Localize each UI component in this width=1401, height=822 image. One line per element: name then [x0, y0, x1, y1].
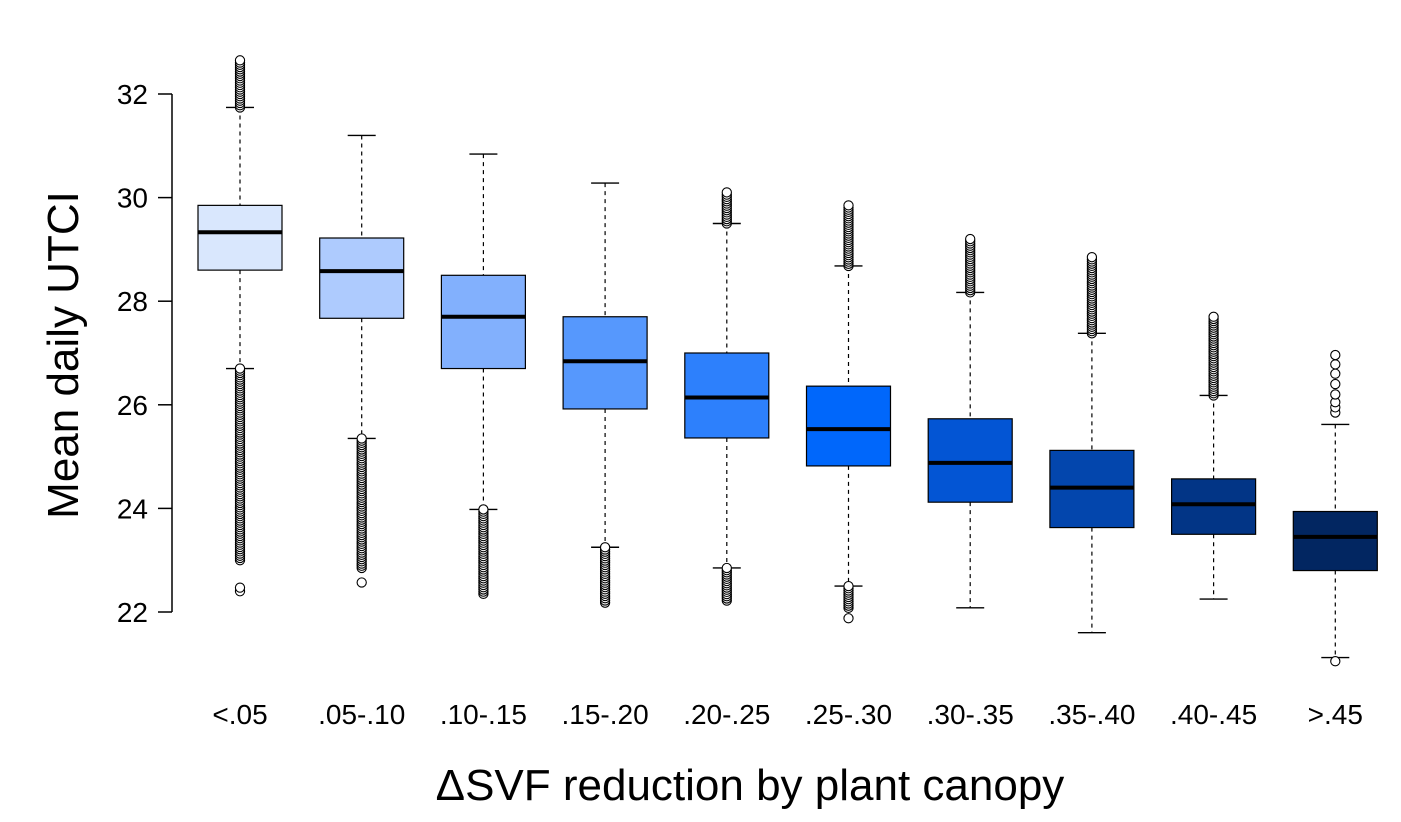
box-group — [562, 182, 648, 608]
y-tick-label: 24 — [117, 493, 148, 524]
box-group — [440, 153, 526, 600]
outliers — [843, 200, 854, 624]
iqr-box — [440, 274, 526, 370]
x-category-label: .25-.30 — [805, 699, 892, 730]
outliers — [599, 542, 611, 608]
outliers — [965, 233, 976, 298]
outliers — [1208, 311, 1219, 401]
outliers — [356, 433, 367, 588]
outliers — [1086, 252, 1098, 339]
box-group — [1170, 311, 1257, 600]
box-group — [684, 187, 770, 606]
iqr-box — [197, 204, 283, 271]
x-category-label: .30-.35 — [927, 699, 1014, 730]
iqr-box — [805, 385, 892, 467]
y-axis: 22 24 26 28 30 32 — [117, 79, 173, 628]
outliers — [1330, 349, 1341, 667]
outlier-point — [1086, 252, 1098, 263]
outlier-point — [721, 562, 732, 574]
x-category-label: .40-.45 — [1170, 699, 1257, 730]
outliers — [478, 504, 489, 600]
iqr-box — [1170, 478, 1257, 535]
x-category-label: .10-.15 — [440, 699, 527, 730]
box-group — [197, 55, 283, 597]
y-axis-title: Mean daily UTCI — [39, 191, 88, 519]
box-group — [1292, 349, 1378, 667]
outlier-point — [1330, 656, 1341, 667]
x-axis-labels: <.05 .05-.10 .10-.15 .15-.20 .20-.25 .25-.30.… — [212, 699, 1363, 730]
box-group — [319, 134, 405, 588]
outlier-point — [356, 433, 367, 444]
outlier-point — [721, 187, 732, 198]
box-group — [1049, 252, 1135, 634]
y-tick-label: 26 — [117, 390, 148, 421]
outlier-point — [234, 582, 246, 593]
outlier-point — [478, 504, 489, 515]
outlier-point — [1330, 368, 1341, 379]
boxes — [197, 55, 1378, 667]
x-category-label: <.05 — [212, 699, 267, 730]
x-category-label: .05-.10 — [318, 699, 405, 730]
x-category-label: .20-.25 — [683, 699, 770, 730]
iqr-box — [684, 352, 770, 439]
outliers — [234, 55, 246, 597]
outlier-point — [1208, 311, 1219, 322]
iqr-box — [927, 418, 1013, 503]
outlier-point — [234, 363, 246, 374]
x-axis-title: ΔSVF reduction by plant canopy — [436, 761, 1065, 810]
outlier-point — [843, 580, 854, 592]
x-category-label: .35-.40 — [1048, 699, 1135, 730]
box-group — [927, 233, 1013, 609]
x-category-label: >.45 — [1308, 699, 1363, 730]
outlier-point — [843, 613, 854, 624]
box-group — [805, 200, 892, 624]
outlier-point — [356, 577, 367, 588]
y-tick-label: 22 — [117, 597, 148, 628]
iqr-box — [1292, 510, 1378, 572]
outlier-point — [234, 55, 246, 66]
y-tick-label: 32 — [117, 79, 148, 110]
outlier-point — [1330, 378, 1341, 390]
outlier-point — [965, 233, 976, 245]
x-category-label: .15-.20 — [562, 699, 649, 730]
outlier-point — [1330, 359, 1341, 370]
iqr-box — [319, 237, 405, 319]
outlier-point — [1330, 349, 1341, 361]
outlier-point — [599, 542, 611, 553]
outlier-point — [1330, 389, 1341, 400]
y-tick-label: 30 — [117, 183, 148, 214]
outlier-point — [843, 200, 854, 211]
outliers — [721, 187, 732, 606]
y-tick-label: 28 — [117, 286, 148, 317]
